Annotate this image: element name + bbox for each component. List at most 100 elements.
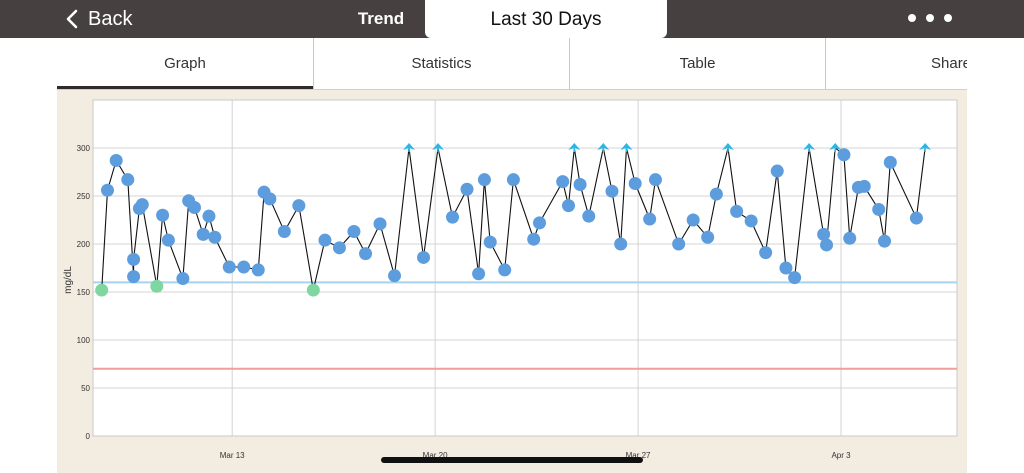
tab-statistics[interactable]: Statistics: [314, 38, 570, 90]
reading-point: [843, 231, 857, 245]
reading-point: [573, 177, 587, 191]
high-reading-marker: [568, 143, 581, 152]
reading-point: [460, 182, 474, 196]
plot-background: [92, 99, 958, 437]
high-reading-marker: [721, 143, 734, 152]
reading-point: [561, 199, 575, 213]
reading-point: [222, 260, 236, 274]
reading-point: [686, 213, 700, 227]
reading-point: [506, 173, 520, 187]
high-reading-marker: [919, 143, 932, 152]
reading-point: [477, 173, 491, 187]
tab-graph[interactable]: Graph: [57, 38, 314, 90]
reading-point: [208, 230, 222, 244]
chevron-left-icon: [66, 9, 78, 29]
y-tick-label: 0: [86, 432, 91, 441]
reading-point: [187, 201, 201, 215]
reading-point: [883, 155, 897, 169]
low-reading-point: [95, 283, 109, 297]
reading-point: [417, 250, 431, 264]
date-range-selector[interactable]: Last 30 Days: [425, 0, 667, 38]
y-axis-title: mg/dL: [63, 266, 74, 294]
reading-point: [643, 212, 657, 226]
reading-point: [744, 214, 758, 228]
back-button[interactable]: Back: [66, 6, 132, 32]
y-tick-label: 50: [81, 384, 90, 393]
reading-point: [109, 153, 123, 167]
reading-point: [837, 148, 851, 162]
tabs-divider: [57, 89, 967, 90]
reading-point: [820, 238, 834, 252]
reading-point: [121, 173, 135, 187]
reading-point: [161, 233, 175, 247]
x-tick-label: Mar 20: [423, 451, 448, 460]
reading-point: [156, 208, 170, 222]
x-tick-label: Mar 27: [626, 451, 651, 460]
high-reading-marker: [620, 143, 633, 152]
reading-point: [909, 211, 923, 225]
page-title: Trend: [357, 9, 405, 28]
tab-table[interactable]: Table: [570, 38, 826, 90]
reading-point: [872, 202, 886, 216]
glucose-trend-chart[interactable]: 0 50 100 150 200 250 300 Mar 13 Mar 20 Mar 27 Apr…: [57, 90, 967, 473]
reading-point: [373, 217, 387, 231]
reading-point: [100, 183, 114, 197]
y-tick-label: 200: [77, 240, 91, 249]
reading-point: [359, 247, 373, 261]
reading-point: [388, 269, 402, 283]
back-label: Back: [88, 7, 133, 30]
low-reading-point: [306, 283, 320, 297]
reading-point: [527, 232, 541, 246]
reading-point: [759, 246, 773, 260]
reading-point: [672, 237, 686, 251]
reading-point: [498, 263, 512, 277]
more-dot-icon: [908, 14, 916, 22]
reading-point: [817, 227, 831, 241]
reading-point: [292, 199, 306, 213]
x-tick-label: Mar 13: [220, 451, 245, 460]
tab-share[interactable]: Share: [931, 55, 967, 72]
more-dot-icon: [944, 14, 952, 22]
reading-point: [277, 225, 291, 239]
reading-point: [532, 216, 546, 230]
reading-point: [709, 187, 723, 201]
reading-point: [472, 267, 486, 281]
reading-point: [251, 263, 265, 277]
more-dot-icon: [926, 14, 934, 22]
reading-point: [878, 234, 892, 248]
reading-point: [202, 209, 216, 223]
reading-point: [237, 260, 251, 274]
reading-point: [648, 173, 662, 187]
view-tabs: Graph Statistics Table Share: [57, 38, 967, 90]
reading-point: [318, 233, 332, 247]
reading-point: [779, 261, 793, 275]
high-reading-marker: [403, 143, 416, 152]
reading-point: [196, 227, 210, 241]
reading-point: [628, 177, 642, 191]
top-navigation-bar: Back Trend Last 30 Days: [0, 0, 1024, 38]
low-reading-point: [150, 279, 164, 293]
reading-point: [614, 237, 628, 251]
y-tick-label: 100: [77, 336, 91, 345]
reading-point: [857, 179, 871, 193]
reading-point: [135, 198, 149, 212]
y-tick-label: 150: [77, 288, 91, 297]
reading-point: [582, 209, 596, 223]
y-tick-label: 300: [77, 144, 91, 153]
reading-point: [483, 235, 497, 249]
reading-point: [263, 192, 277, 206]
high-reading-marker: [803, 143, 816, 152]
reading-point: [730, 204, 744, 218]
reading-point: [556, 175, 570, 189]
reading-point: [446, 210, 460, 224]
reading-point: [605, 184, 619, 198]
trend-chart-area: 0 50 100 150 200 250 300 Mar 13 Mar 20 Mar 27 Apr…: [57, 90, 967, 473]
reading-point: [347, 225, 361, 239]
home-indicator: [381, 457, 643, 463]
high-reading-marker: [829, 143, 842, 152]
more-options-button[interactable]: [908, 8, 952, 28]
x-tick-label: Apr 3: [831, 451, 851, 460]
reading-point: [788, 271, 802, 285]
reading-point: [127, 270, 141, 284]
reading-point: [176, 272, 190, 286]
